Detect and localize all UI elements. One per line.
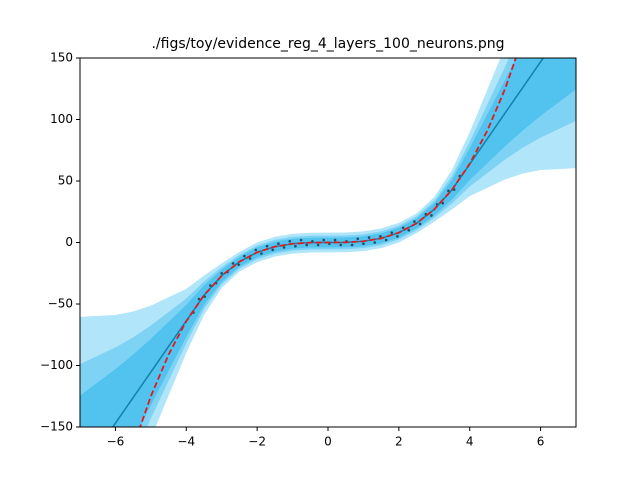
data-point [441, 201, 445, 205]
data-point [277, 242, 280, 246]
x-tick-label: −4 [177, 435, 195, 449]
data-point [430, 214, 433, 217]
data-point [299, 238, 303, 242]
x-tick-label: 2 [395, 435, 403, 449]
data-point [350, 243, 354, 247]
data-point [288, 239, 292, 243]
data-point [418, 222, 422, 226]
y-tick-label: −100 [40, 358, 73, 372]
data-point [362, 242, 365, 246]
y-tick-label: −50 [48, 297, 73, 311]
y-tick-label: 50 [58, 174, 73, 188]
x-tick-label: −2 [248, 435, 266, 449]
y-tick-label: 0 [65, 235, 73, 249]
data-point [294, 244, 297, 248]
x-tick-label: 0 [324, 435, 332, 449]
data-point [384, 238, 388, 242]
x-tick-label: −6 [107, 435, 125, 449]
true-function [139, 58, 517, 427]
data-point [220, 271, 224, 275]
data-point [379, 235, 382, 238]
data-point [271, 248, 275, 252]
x-tick-label: 4 [466, 435, 474, 449]
data-point [265, 244, 269, 248]
data-point [407, 228, 411, 232]
data-point [237, 263, 241, 266]
data-point [305, 243, 309, 247]
data-point [316, 243, 320, 247]
data-point [260, 252, 263, 255]
x-tick-label: 6 [537, 435, 545, 449]
data-point [413, 220, 416, 223]
data-point [254, 248, 258, 252]
data-point [333, 238, 337, 242]
data-point [401, 226, 405, 230]
data-point [356, 237, 360, 241]
y-tick-label: −150 [40, 420, 73, 434]
data-point [209, 284, 212, 287]
data-point [390, 231, 394, 234]
data-point [322, 238, 326, 242]
data-point [248, 257, 252, 260]
data-point [339, 243, 343, 247]
y-tick-label: 100 [50, 112, 73, 126]
y-tick-label: 150 [50, 51, 73, 65]
data-point [367, 236, 371, 239]
data-point [447, 189, 450, 193]
data-point [282, 246, 286, 249]
data-point [231, 262, 235, 265]
data-point [396, 235, 399, 238]
plot-area [80, 58, 576, 427]
data-point [373, 241, 377, 244]
data-point [197, 297, 201, 301]
chart-title: ./figs/toy/evidence_reg_4_layers_100_neu… [151, 36, 504, 52]
data-point [243, 254, 246, 258]
